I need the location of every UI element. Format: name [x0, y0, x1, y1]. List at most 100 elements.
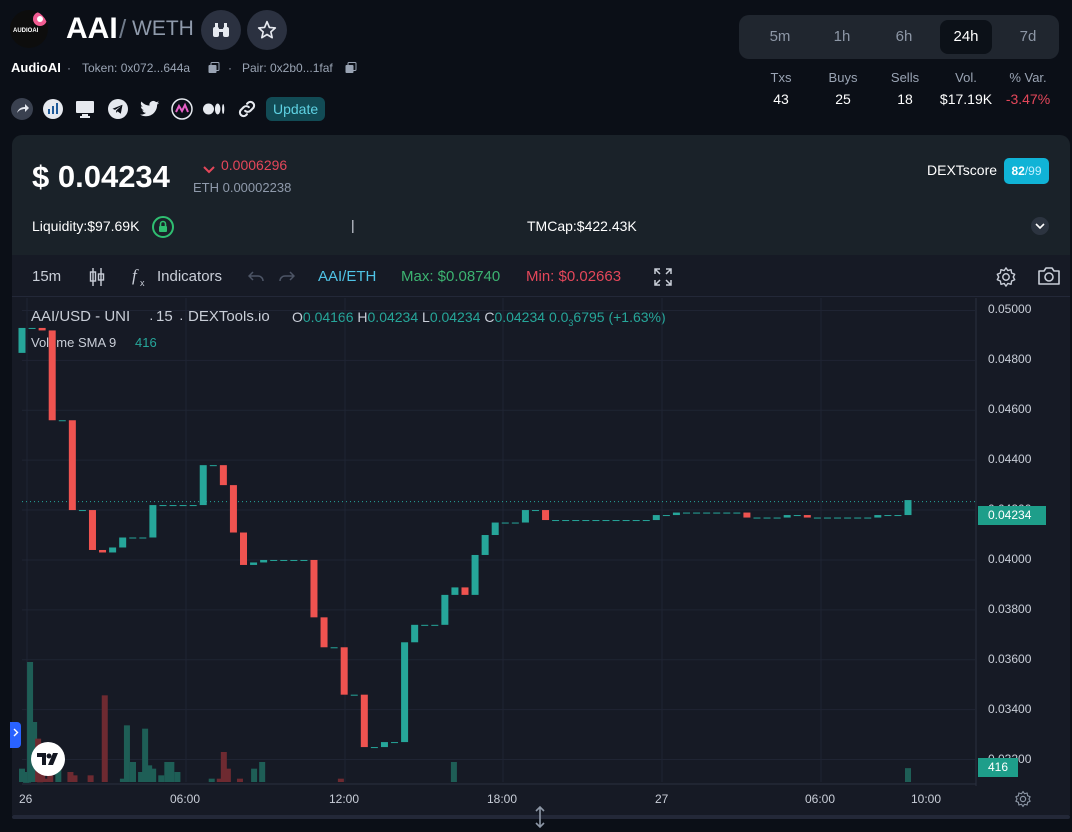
tradingview-icon [37, 753, 58, 765]
volume-bar [87, 775, 94, 782]
copy-icon [208, 62, 220, 73]
candle [813, 517, 821, 519]
svg-text:f: f [132, 266, 139, 285]
volume-bar [27, 662, 34, 782]
volume-bar [138, 772, 145, 782]
timeframe-1h[interactable]: 1h [833, 28, 851, 45]
volume-bar [224, 768, 231, 782]
liquidity-value: $97.69K [87, 218, 140, 234]
open-value: 0.04166 [302, 309, 354, 325]
candle [662, 515, 670, 517]
candle [99, 549, 107, 553]
current-price-tag: 0.04234 [978, 506, 1046, 525]
axis-settings-button[interactable] [1014, 790, 1032, 813]
resize-handle[interactable] [533, 805, 547, 832]
volume-bar [164, 762, 171, 782]
timeframe-7d[interactable]: 7d [1019, 28, 1037, 45]
stats-divider: | [351, 217, 355, 233]
candle [602, 520, 610, 522]
sidebar-toggle[interactable] [10, 722, 21, 748]
dextscore-badge[interactable]: 82/99 [1004, 158, 1049, 184]
candle [572, 520, 580, 522]
candle [793, 515, 801, 517]
candle [783, 515, 791, 518]
timeframe-24h[interactable]: 24h [940, 20, 992, 54]
volume-bar [101, 695, 108, 782]
medium-link[interactable] [203, 98, 225, 120]
dextscore-max: /99 [1024, 164, 1042, 178]
timeframe-6h[interactable]: 6h [895, 28, 913, 45]
stat-buys-label: Buys [828, 70, 858, 85]
candle [904, 500, 912, 516]
candle [562, 520, 570, 522]
twitter-link[interactable] [139, 98, 161, 120]
redo-button[interactable] [279, 270, 296, 289]
candle-type-button[interactable] [88, 267, 106, 292]
candle [250, 562, 258, 565]
tradingview-logo[interactable] [31, 742, 65, 776]
star-icon [257, 20, 277, 39]
chart-settings-button[interactable] [995, 266, 1017, 293]
volume-bar [158, 775, 165, 782]
candle [209, 465, 217, 467]
share-button[interactable] [11, 98, 33, 120]
binoculars-icon [213, 23, 229, 37]
chart-container [12, 255, 1070, 815]
timeframe-5m[interactable]: 5m [769, 28, 791, 45]
pair-toggle[interactable]: AAI/ETH [318, 268, 377, 285]
x-tick: 10:00 [911, 792, 942, 806]
x-tick: 27 [655, 792, 669, 806]
price-panel [12, 135, 1070, 255]
copy-pair-button[interactable] [345, 61, 357, 79]
candle [592, 520, 600, 522]
website-link[interactable] [74, 98, 96, 120]
volume-bar [168, 762, 175, 782]
svg-text:x: x [140, 278, 145, 288]
y-tick: 0.04400 [988, 452, 1032, 467]
favorite-button[interactable] [247, 10, 287, 50]
volume-bar [236, 778, 243, 782]
binoculars-button[interactable] [201, 10, 241, 50]
candle [18, 327, 26, 353]
copy-token-button[interactable] [208, 61, 220, 79]
telegram-link[interactable] [107, 98, 129, 120]
quote-symbol: WETH [132, 17, 194, 40]
candle [320, 617, 328, 648]
fullscreen-icon [654, 268, 672, 286]
fullscreen-button[interactable] [653, 267, 673, 292]
legend-source: DEXTools.io [188, 308, 270, 325]
update-button[interactable]: Update [266, 97, 326, 121]
camera-icon [1038, 267, 1060, 285]
eth-price: ETH 0.00002238 [193, 180, 292, 195]
interval-selector[interactable]: 15m [32, 268, 62, 285]
candle [199, 465, 207, 506]
indicators-label[interactable]: Indicators [157, 268, 223, 285]
undo-button[interactable] [247, 270, 264, 289]
link-button[interactable] [236, 98, 258, 120]
candle [330, 647, 338, 649]
candle [340, 647, 348, 695]
caret-down-icon [203, 161, 215, 179]
close-label: C [484, 309, 495, 325]
chart-link[interactable] [42, 98, 64, 120]
lock-icon[interactable] [152, 216, 174, 243]
candle [693, 512, 701, 514]
tmcap-value: $422.43K [576, 218, 637, 234]
candle [139, 537, 147, 539]
candle [763, 517, 771, 519]
legend-change: 0.036795 (+1.63%) [549, 309, 666, 328]
candle [854, 517, 862, 519]
y-tick: 0.04000 [988, 551, 1032, 566]
candle [129, 537, 137, 539]
project-link[interactable] [171, 98, 193, 120]
candle [350, 694, 358, 696]
candle [481, 535, 489, 555]
gear-icon [1015, 790, 1031, 808]
candle [753, 517, 761, 519]
expand-button[interactable] [1031, 217, 1049, 235]
stat-variation-value: -3.47% [1005, 91, 1051, 107]
volume-bar [39, 768, 46, 782]
screenshot-button[interactable] [1037, 266, 1061, 291]
